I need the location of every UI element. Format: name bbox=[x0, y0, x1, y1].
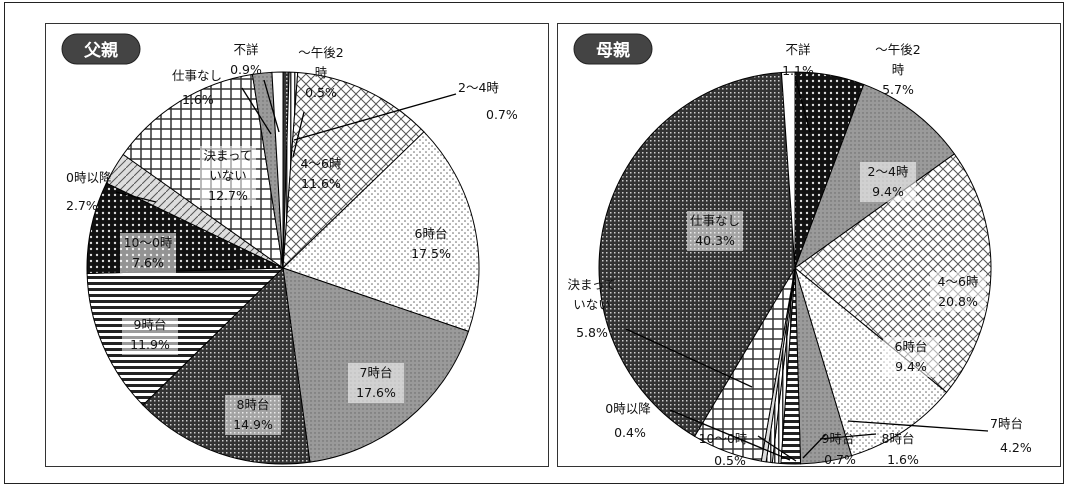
mother-category-label-6pm: 6時台 bbox=[895, 339, 928, 354]
father-value-label-6pm: 17.5% bbox=[411, 246, 451, 261]
mother-category-label-no-job: 仕事なし bbox=[690, 213, 740, 228]
father-leader-unknown bbox=[263, 79, 280, 133]
mother-leader-undecided bbox=[625, 328, 753, 388]
mother-value-label-4-6pm: 20.8% bbox=[938, 294, 978, 309]
father-category-label-9pm: 9時台 bbox=[134, 317, 167, 332]
father-label-bg-8pm bbox=[225, 395, 281, 435]
father-category-label-unknown: 不詳 bbox=[233, 42, 258, 57]
mother-category-label-10pm-0am: 10～0時 bbox=[699, 431, 748, 446]
mother-label-bg-no-job bbox=[687, 211, 743, 251]
mother-leader-unknown bbox=[795, 79, 811, 133]
father-category-label-undecided: 決まって bbox=[204, 148, 253, 163]
father-leader-after-0am bbox=[115, 191, 157, 203]
mother-leader-7pm bbox=[847, 420, 989, 432]
mother-category-label-unknown: 不詳 bbox=[785, 42, 810, 57]
mother-value-label-8pm: 1.6% bbox=[887, 452, 919, 467]
mother-category-label-before-2pm: 時 bbox=[892, 62, 905, 77]
mother-category-label-2-4pm: 2～4時 bbox=[868, 164, 909, 179]
father-category-label-undecided: いない bbox=[209, 168, 247, 183]
mother-value-label-no-job: 40.3% bbox=[695, 233, 735, 248]
mother-category-label-8pm: 8時台 bbox=[882, 431, 915, 446]
father-pie-panel: 父親 ～午後2 時 0.5% 2～4時 0.7% 4～6時 11.6% 6時台 17.5% 7時台 1… bbox=[45, 23, 549, 467]
father-label-bg-10pm-0am bbox=[120, 233, 176, 273]
mother-category-label-7pm: 7時台 bbox=[990, 416, 1023, 431]
mother-slice-6pm bbox=[794, 266, 948, 457]
mother-category-label-undecided: いない bbox=[573, 297, 611, 312]
mother-value-label-9pm: 0.7% bbox=[824, 452, 856, 467]
mother-category-label-4-6pm: 4～6時 bbox=[938, 274, 979, 289]
father-category-label-no-job: 仕事なし bbox=[172, 68, 222, 83]
mother-value-label-2-4pm: 9.4% bbox=[872, 184, 904, 199]
father-category-label-2-4pm: 2～4時 bbox=[458, 80, 499, 95]
father-label-bg-7pm bbox=[348, 363, 404, 403]
mother-leader-9pm bbox=[802, 433, 827, 459]
mother-slice-4-6pm bbox=[794, 153, 992, 394]
father-category-label-7pm: 7時台 bbox=[360, 365, 393, 380]
father-value-label-7pm: 17.6% bbox=[356, 385, 396, 400]
mother-pie-panel: 母親 ～午後2 時 5.7% 2～4時 9.4% 4～6時 20.8% 6時台 9.4% 7時台 4.… bbox=[557, 23, 1061, 468]
father-value-label-no-job: 1.6% bbox=[182, 92, 214, 107]
father-value-label-after-0am: 2.7% bbox=[66, 198, 98, 213]
father-label-bg-undecided bbox=[200, 146, 256, 206]
mother-label-bg-2-4pm bbox=[860, 162, 916, 202]
figure-frame: 父親 ～午後2 時 0.5% 2～4時 0.7% 4～6時 11.6% 6時台 17.5% 7時台 1… bbox=[4, 2, 1064, 484]
father-value-label-undecided: 12.7% bbox=[208, 188, 248, 203]
father-slice-9pm bbox=[86, 267, 285, 406]
father-value-label-10pm-0am: 7.6% bbox=[132, 255, 164, 270]
mother-value-label-7pm: 4.2% bbox=[1000, 440, 1032, 455]
mother-title-badge: 母親 bbox=[573, 33, 653, 65]
father-leader-2-4pm bbox=[293, 93, 457, 141]
mother-category-label-after-0am: 0時以降 bbox=[605, 401, 651, 416]
father-value-label-4-6pm: 11.6% bbox=[301, 176, 341, 191]
father-chart-title: 父親 bbox=[83, 40, 118, 61]
father-category-label-before-2pm: ～午後2 bbox=[298, 45, 343, 60]
mother-pie-chart: 母親 ～午後2 時 5.7% 2～4時 9.4% 4～6時 20.8% 6時台 9.4% 7時台 4.… bbox=[568, 33, 1032, 468]
father-pie-chart: 父親 ～午後2 時 0.5% 2～4時 0.7% 4～6時 11.6% 6時台 17.5% 7時台 1… bbox=[61, 33, 518, 465]
father-value-label-unknown: 0.9% bbox=[230, 62, 262, 77]
father-slice-4-6pm bbox=[282, 72, 425, 270]
mother-chart-title: 母親 bbox=[596, 40, 630, 61]
mother-category-label-9pm: 9時台 bbox=[822, 431, 855, 446]
father-leader-no-job bbox=[241, 87, 272, 135]
father-category-label-before-2pm: 時 bbox=[315, 65, 328, 80]
father-value-label-before-2pm: 0.5% bbox=[305, 85, 337, 100]
mother-value-label-undecided: 5.8% bbox=[576, 325, 608, 340]
father-value-label-2-4pm: 0.7% bbox=[486, 107, 518, 122]
father-label-bg-9pm bbox=[122, 315, 178, 355]
mother-slice-no-job bbox=[598, 71, 796, 438]
mother-value-label-10pm-0am: 0.5% bbox=[714, 453, 746, 468]
mother-leader-10pm-0am bbox=[757, 435, 797, 462]
father-value-label-9pm: 11.9% bbox=[130, 337, 170, 352]
father-category-label-6pm: 6時台 bbox=[415, 226, 448, 241]
mother-value-label-after-0am: 0.4% bbox=[614, 425, 646, 440]
mother-leader-after-0am bbox=[669, 409, 791, 461]
father-slice-6pm bbox=[282, 131, 480, 333]
father-leader-before-2pm bbox=[292, 111, 305, 158]
mother-value-label-before-2pm: 5.7% bbox=[882, 82, 914, 97]
father-category-label-4-6pm: 4～6時 bbox=[301, 156, 342, 171]
mother-leader-8pm bbox=[819, 433, 877, 440]
father-title-badge: 父親 bbox=[61, 33, 141, 65]
mother-category-label-undecided: 決まって bbox=[568, 277, 617, 292]
mother-label-bg-6pm bbox=[883, 337, 939, 377]
mother-label-bg-4-6pm bbox=[930, 272, 986, 312]
father-category-label-8pm: 8時台 bbox=[237, 397, 270, 412]
mother-category-label-before-2pm: ～午後2 bbox=[875, 42, 920, 57]
mother-value-label-unknown: 1.1% bbox=[782, 63, 814, 78]
father-category-label-after-0am: 0時以降 bbox=[66, 170, 112, 185]
father-category-label-10pm-0am: 10～0時 bbox=[124, 235, 173, 250]
mother-value-label-6pm: 9.4% bbox=[895, 359, 927, 374]
father-slice-unknown bbox=[271, 71, 284, 269]
mother-slice-unknown bbox=[780, 71, 796, 269]
father-value-label-8pm: 14.9% bbox=[233, 417, 273, 432]
